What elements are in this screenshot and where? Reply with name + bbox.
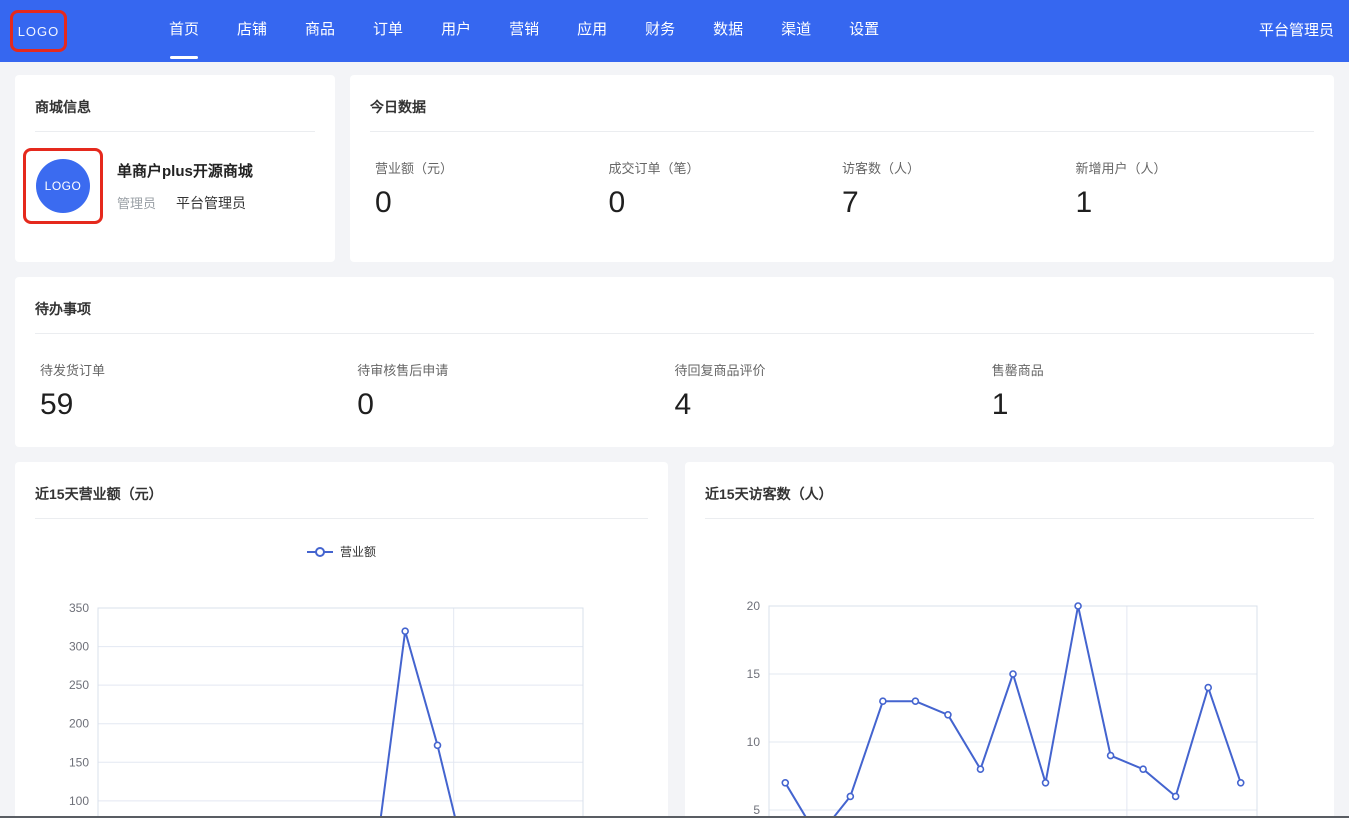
today-data-card: 今日数据 营业额（元） 0 成交订单（笔） 0 访客数（人） 7 新增用户（人）…	[350, 75, 1334, 262]
role-value: 平台管理员	[176, 194, 247, 211]
stat-value: 1	[991, 388, 1009, 421]
stat-item: 待发货订单 59	[40, 360, 357, 422]
card-title: 今日数据	[370, 99, 426, 115]
nav-tab[interactable]: 渠道	[781, 0, 811, 62]
main-nav: 首页 店铺 商品 订单 用户 营销 应用 财务 数据 渠道 设置	[169, 0, 879, 62]
logo-annotation-box: LOGO	[10, 10, 67, 52]
svg-text:350: 350	[69, 601, 89, 615]
stat-label: 待审核售后申请	[357, 363, 449, 378]
stat-item: 新增用户（人） 1	[1076, 158, 1310, 220]
app-logo: LOGO	[17, 23, 60, 39]
today-stats-row: 营业额（元） 0 成交订单（笔） 0 访客数（人） 7 新增用户（人） 1	[350, 132, 1334, 220]
stat-label: 售罄商品	[991, 363, 1044, 378]
svg-text:300: 300	[69, 640, 89, 654]
mall-name: 单商户plus开源商城	[117, 162, 253, 180]
divider	[370, 131, 1314, 132]
svg-text:5: 5	[753, 803, 760, 817]
todo-stats-row: 待发货订单 59 待审核售后申请 0 待回复商品评价 4 售罄商品 1	[15, 334, 1334, 422]
stat-label: 待发货订单	[40, 363, 106, 378]
stat-label: 成交订单（笔）	[608, 161, 700, 176]
nav-tab-label: 用户	[441, 21, 472, 38]
nav-tab-label: 店铺	[237, 21, 268, 38]
divider	[705, 518, 1314, 519]
stat-value: 0	[357, 388, 374, 421]
mall-info-card: 商城信息 LOGO 单商户plus开源商城 管理员 平台管理员	[15, 75, 335, 262]
nav-tab[interactable]: 订单	[373, 0, 403, 62]
stat-value: 7	[842, 186, 859, 219]
role-label: 管理员	[117, 195, 157, 211]
stat-item: 访客数（人） 7	[842, 158, 1076, 220]
visitors-chart-card: 近15天访客数（人） 20151050	[685, 462, 1334, 818]
stat-value: 0	[375, 186, 392, 219]
chart-legend[interactable]: 营业额	[15, 543, 668, 560]
stat-item: 售罄商品 1	[992, 360, 1309, 422]
card-title: 商城信息	[35, 99, 91, 115]
nav-tab-label: 设置	[849, 21, 880, 38]
mall-logo-avatar: LOGO	[36, 159, 90, 213]
nav-tab-label: 应用	[577, 21, 608, 38]
legend-label: 营业额	[339, 545, 376, 559]
nav-tab-label: 财务	[645, 21, 676, 38]
svg-text:200: 200	[69, 717, 89, 731]
stat-label: 新增用户（人）	[1075, 161, 1167, 176]
card-title: 待办事项	[35, 301, 91, 317]
nav-tab-label: 营销	[509, 21, 540, 38]
nav-tab-label: 订单	[373, 21, 404, 38]
divider	[35, 131, 315, 132]
nav-tab[interactable]: 店铺	[237, 0, 267, 62]
nav-tab-label: 首页	[169, 21, 200, 38]
divider	[35, 518, 648, 519]
stat-item: 营业额（元） 0	[375, 158, 609, 220]
stat-label: 待回复商品评价	[674, 363, 766, 378]
svg-text:10: 10	[747, 735, 761, 749]
nav-tab[interactable]: 营销	[509, 0, 539, 62]
card-title: 近15天营业额（元）	[35, 486, 163, 502]
legend-line-icon	[306, 546, 333, 557]
stat-item: 待审核售后申请 0	[357, 360, 674, 422]
avatar-label: LOGO	[44, 179, 82, 193]
nav-tab-label: 数据	[713, 21, 744, 38]
nav-tab[interactable]: 数据	[713, 0, 743, 62]
nav-tab[interactable]: 首页	[169, 0, 199, 62]
revenue-chart-card: 近15天营业额（元） 营业额 350300250200150100500	[15, 462, 668, 818]
nav-tab-label: 商品	[305, 21, 336, 38]
nav-tab[interactable]: 财务	[645, 0, 675, 62]
avatar-annotation-box: LOGO	[23, 148, 103, 224]
revenue-line-chart: 350300250200150100500	[15, 462, 668, 818]
todo-card: 待办事项 待发货订单 59 待审核售后申请 0 待回复商品评价 4 售罄商品 1	[15, 277, 1334, 447]
nav-tab[interactable]: 设置	[849, 0, 879, 62]
stat-item: 成交订单（笔） 0	[609, 158, 843, 220]
user-menu[interactable]: 平台管理员	[1258, 22, 1334, 39]
top-navigation-bar: LOGO 首页 店铺 商品 订单 用户 营销 应用 财务 数据 渠道 设置 平台…	[0, 0, 1349, 62]
svg-text:20: 20	[747, 599, 761, 613]
stat-label: 访客数（人）	[842, 161, 921, 176]
visitors-line-chart: 20151050	[685, 462, 1334, 818]
nav-tab[interactable]: 商品	[305, 0, 335, 62]
svg-text:15: 15	[747, 667, 761, 681]
nav-tab-label: 渠道	[781, 21, 812, 38]
card-title: 近15天访客数（人）	[705, 486, 833, 502]
svg-text:250: 250	[69, 678, 89, 692]
stat-label: 营业额（元）	[375, 161, 454, 176]
svg-text:150: 150	[69, 755, 89, 769]
nav-tab[interactable]: 用户	[441, 0, 471, 62]
nav-tab[interactable]: 应用	[577, 0, 607, 62]
divider	[35, 333, 1314, 334]
stat-value: 1	[1075, 186, 1093, 219]
svg-text:100: 100	[69, 794, 89, 808]
stat-value: 4	[674, 388, 692, 421]
window-bottom-edge	[0, 816, 1349, 818]
stat-value: 59	[40, 388, 74, 421]
stat-item: 待回复商品评价 4	[675, 360, 992, 422]
stat-value: 0	[608, 186, 626, 219]
